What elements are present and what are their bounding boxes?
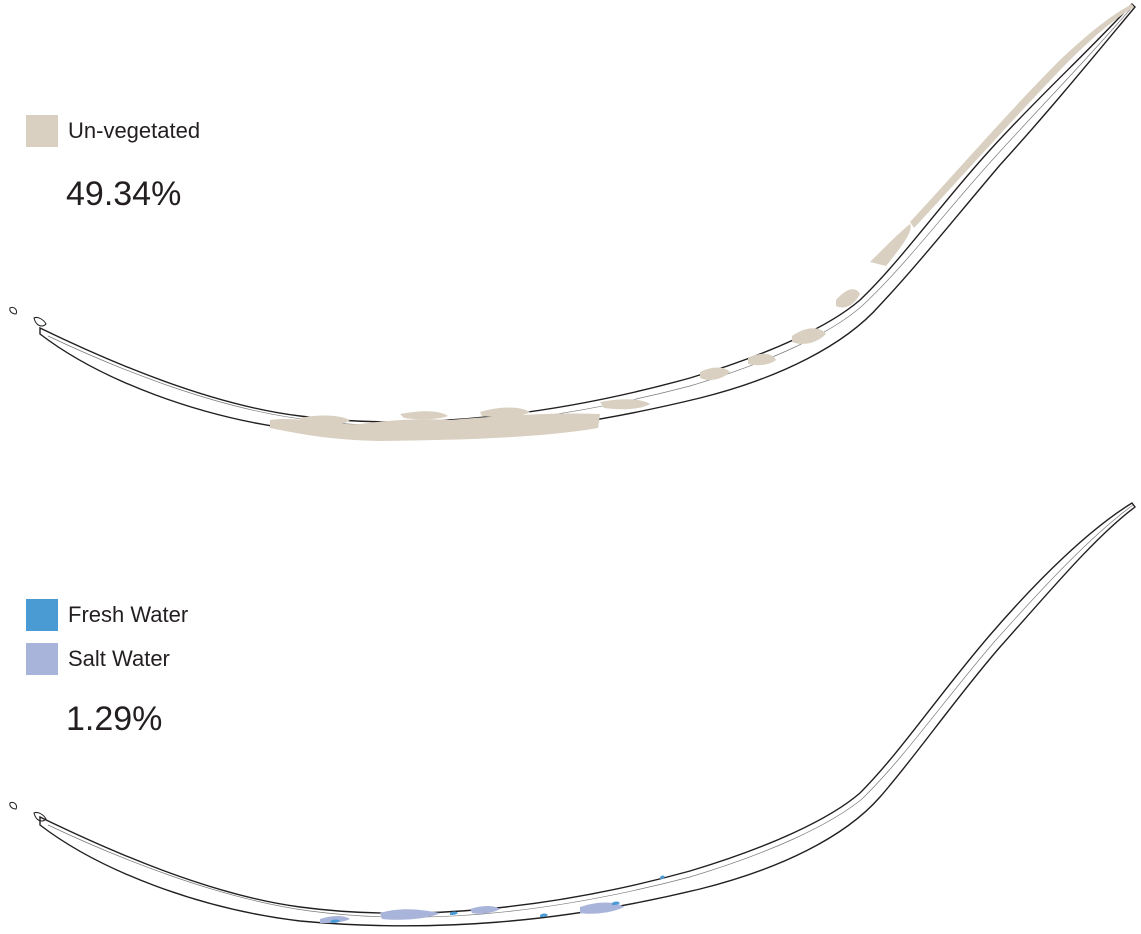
- legend-label-unvegetated: Un-vegetated: [68, 118, 201, 143]
- legend-item-fresh-water: Fresh Water: [26, 599, 188, 631]
- unvegetated-patch-7: [836, 289, 860, 308]
- unvegetated-patch-10: [480, 407, 530, 418]
- salt-water-patch: [320, 916, 350, 923]
- fresh-water-patch: [612, 901, 620, 905]
- island-inner-edge: [47, 504, 1134, 918]
- unvegetated-main-patch: [270, 413, 600, 441]
- fresh-water-patch: [660, 875, 665, 879]
- water-map-panel: Fresh Water Salt Water 1.29%: [0, 467, 1141, 934]
- legend-swatch-salt-water: [26, 643, 58, 675]
- islet: [9, 307, 17, 315]
- salt-water-patch: [580, 902, 624, 914]
- island-map-unvegetated: [9, 2, 1136, 441]
- unvegetated-patch-9: [400, 411, 448, 420]
- unvegetated-upper-strip: [910, 4, 1134, 228]
- salt-water-patch: [380, 909, 440, 920]
- unvegetated-patch-5: [748, 353, 776, 366]
- unvegetated-patch-3: [600, 399, 650, 410]
- islet: [33, 317, 47, 327]
- unvegetated-patch-8: [870, 224, 911, 266]
- water-percentage: 1.29%: [66, 700, 163, 738]
- legend-label-salt-water: Salt Water: [68, 646, 170, 671]
- legend-label-fresh-water: Fresh Water: [68, 602, 189, 627]
- unvegetated-map-panel: Un-vegetated 49.34%: [9, 2, 1136, 441]
- water-areas: [320, 875, 665, 923]
- island-inner-edge: [47, 5, 1134, 427]
- unvegetated-patch-6: [792, 328, 826, 344]
- unvegetated-patch-2: [300, 415, 350, 427]
- salt-water-patch: [470, 906, 500, 914]
- unvegetated-areas: [270, 4, 1134, 441]
- legend-swatch-unvegetated: [26, 115, 58, 147]
- fresh-water-patch: [450, 911, 458, 915]
- island-outline: [39, 2, 1136, 438]
- legend-swatch-fresh-water: [26, 599, 58, 631]
- unvegetated-patch-4: [700, 367, 730, 380]
- fresh-water-patch: [540, 913, 548, 917]
- island-outline: [39, 502, 1136, 927]
- legend-item-unvegetated: Un-vegetated: [26, 115, 200, 147]
- island-map-water: [9, 502, 1136, 927]
- islet: [9, 802, 17, 810]
- islet: [33, 812, 47, 822]
- unvegetated-percentage: 49.34%: [66, 175, 182, 213]
- legend-item-salt-water: Salt Water: [26, 643, 170, 675]
- fresh-water-patch: [330, 919, 340, 923]
